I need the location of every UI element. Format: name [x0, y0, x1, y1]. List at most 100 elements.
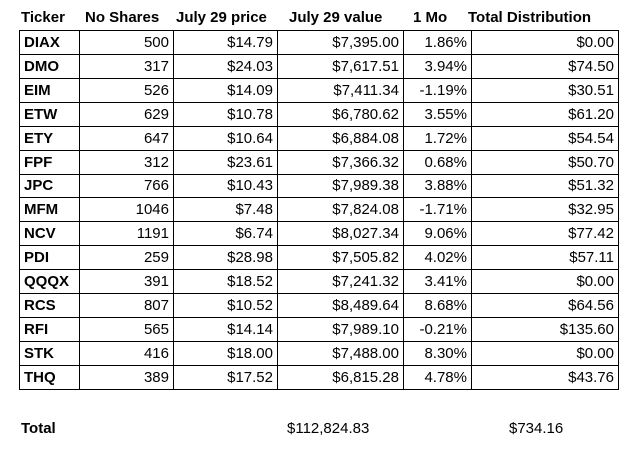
cell-ticker: RCS [19, 293, 80, 319]
cell-value: $6,780.62 [277, 101, 404, 127]
cell-one-month: 1.72% [403, 125, 472, 151]
table-row: NCV 1191 $6.74 $8,027.34 9.06% $77.42 [19, 221, 619, 247]
cell-one-month: -1.71% [403, 197, 472, 223]
cell-value: $7,411.34 [277, 77, 404, 103]
cell-one-month: -1.19% [403, 77, 472, 103]
cell-price: $10.43 [173, 173, 278, 199]
cell-total-distribution: $43.76 [471, 364, 619, 391]
cell-ticker: PDI [19, 245, 80, 271]
cell-shares: 766 [79, 173, 174, 199]
cell-value: $7,366.32 [277, 149, 404, 175]
cell-one-month: 1.86% [403, 30, 472, 55]
cell-one-month: 9.06% [403, 221, 472, 247]
table-row: PDI 259 $28.98 $7,505.82 4.02% $57.11 [19, 245, 619, 271]
table-row: EIM 526 $14.09 $7,411.34 -1.19% $30.51 [19, 77, 619, 103]
header-price: July 29 price [176, 9, 267, 26]
cell-total-distribution: $51.32 [471, 173, 619, 199]
cell-price: $14.79 [173, 30, 278, 55]
cell-total-distribution: $0.00 [471, 30, 619, 55]
total-distribution: $734.16 [509, 420, 564, 437]
cell-ticker: DMO [19, 53, 80, 79]
cell-total-distribution: $32.95 [471, 197, 619, 223]
cell-price: $23.61 [173, 149, 278, 175]
cell-price: $14.14 [173, 317, 278, 342]
cell-value: $7,989.10 [277, 317, 404, 342]
table-row: THQ 389 $17.52 $6,815.28 4.78% $43.76 [19, 364, 619, 391]
cell-shares: 647 [79, 125, 174, 151]
cell-one-month: 8.68% [403, 293, 472, 319]
cell-one-month: 4.78% [403, 364, 472, 391]
cell-ticker: EIM [19, 77, 80, 103]
header-one-month: 1 Mo [413, 9, 448, 26]
cell-total-distribution: $0.00 [471, 269, 619, 295]
cell-value: $7,989.38 [277, 173, 404, 199]
cell-one-month: 3.41% [403, 269, 472, 295]
cell-total-distribution: $135.60 [471, 317, 619, 342]
cell-price: $24.03 [173, 53, 278, 79]
cell-value: $8,489.64 [277, 293, 404, 319]
cell-total-distribution: $64.56 [471, 293, 619, 319]
cell-price: $6.74 [173, 221, 278, 247]
table-row: DMO 317 $24.03 $7,617.51 3.94% $74.50 [19, 53, 619, 79]
cell-one-month: 3.55% [403, 101, 472, 127]
cell-value: $8,027.34 [277, 221, 404, 247]
cell-price: $10.78 [173, 101, 278, 127]
cell-ticker: STK [19, 340, 80, 366]
cell-value: $7,505.82 [277, 245, 404, 271]
cell-total-distribution: $0.00 [471, 340, 619, 366]
cell-ticker: ETW [19, 101, 80, 127]
cell-shares: 389 [79, 364, 174, 391]
table-row: DIAX 500 $14.79 $7,395.00 1.86% $0.00 [19, 30, 619, 55]
table-row: MFM 1046 $7.48 $7,824.08 -1.71% $32.95 [19, 197, 619, 223]
table-row: FPF 312 $23.61 $7,366.32 0.68% $50.70 [19, 149, 619, 175]
cell-price: $10.64 [173, 125, 278, 151]
cell-value: $7,241.32 [277, 269, 404, 295]
cell-shares: 317 [79, 53, 174, 79]
header-ticker: Ticker [21, 9, 65, 26]
cell-shares: 526 [79, 77, 174, 103]
cell-shares: 629 [79, 101, 174, 127]
cell-shares: 1046 [79, 197, 174, 223]
table-row: ETY 647 $10.64 $6,884.08 1.72% $54.54 [19, 125, 619, 151]
cell-shares: 391 [79, 269, 174, 295]
cell-price: $10.52 [173, 293, 278, 319]
cell-total-distribution: $74.50 [471, 53, 619, 79]
cell-price: $28.98 [173, 245, 278, 271]
cell-ticker: DIAX [19, 30, 80, 55]
cell-ticker: JPC [19, 173, 80, 199]
cell-one-month: 4.02% [403, 245, 472, 271]
cell-ticker: ETY [19, 125, 80, 151]
cell-price: $18.52 [173, 269, 278, 295]
cell-total-distribution: $54.54 [471, 125, 619, 151]
holdings-table-body: DIAX 500 $14.79 $7,395.00 1.86% $0.00 DMO 317 $2… [19, 30, 619, 391]
total-row: Total $112,824.83 $734.16 [0, 420, 640, 440]
table-header: Ticker No Shares July 29 price July 29 v… [0, 6, 640, 30]
cell-value: $7,824.08 [277, 197, 404, 223]
cell-ticker: NCV [19, 221, 80, 247]
cell-price: $17.52 [173, 364, 278, 391]
cell-value: $7,488.00 [277, 340, 404, 366]
cell-total-distribution: $61.20 [471, 101, 619, 127]
cell-ticker: QQQX [19, 269, 80, 295]
cell-shares: 500 [79, 30, 174, 55]
cell-total-distribution: $50.70 [471, 149, 619, 175]
cell-ticker: THQ [19, 364, 80, 391]
holdings-table: DIAX 500 $14.79 $7,395.00 1.86% $0.00 DMO 317 $2… [19, 30, 619, 391]
table-row: STK 416 $18.00 $7,488.00 8.30% $0.00 [19, 340, 619, 366]
cell-total-distribution: $30.51 [471, 77, 619, 103]
table-row: RFI 565 $14.14 $7,989.10 -0.21% $135.60 [19, 317, 619, 342]
cell-value: $6,815.28 [277, 364, 404, 391]
cell-ticker: MFM [19, 197, 80, 223]
cell-value: $7,395.00 [277, 30, 404, 55]
cell-total-distribution: $57.11 [471, 245, 619, 271]
header-total-distribution: Total Distribution [468, 9, 592, 26]
cell-ticker: RFI [19, 317, 80, 342]
cell-ticker: FPF [19, 149, 80, 175]
cell-total-distribution: $77.42 [471, 221, 619, 247]
table-row: QQQX 391 $18.52 $7,241.32 3.41% $0.00 [19, 269, 619, 295]
cell-shares: 416 [79, 340, 174, 366]
table-row: JPC 766 $10.43 $7,989.38 3.88% $51.32 [19, 173, 619, 199]
cell-one-month: 8.30% [403, 340, 472, 366]
table-row: ETW 629 $10.78 $6,780.62 3.55% $61.20 [19, 101, 619, 127]
cell-one-month: 0.68% [403, 149, 472, 175]
